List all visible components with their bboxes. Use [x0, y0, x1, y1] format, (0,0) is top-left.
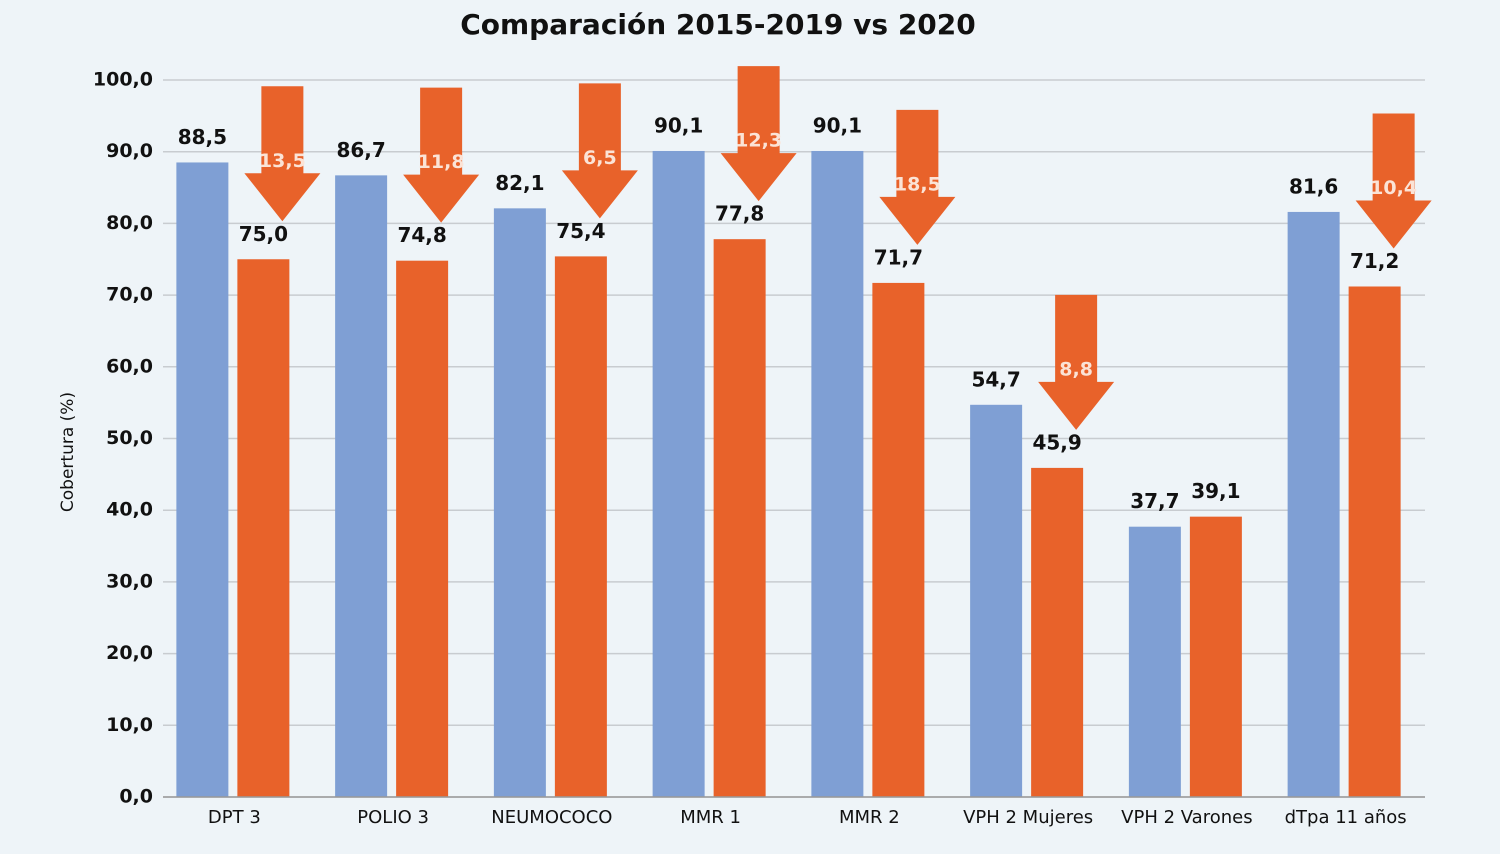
drop-label: 8,8: [1059, 358, 1093, 380]
y-tick-label: 40,0: [106, 499, 153, 521]
drop-arrow: [403, 87, 480, 223]
y-tick-label: 10,0: [106, 714, 153, 736]
y-tick-label: 50,0: [106, 427, 153, 449]
x-tick-label: VPH 2 Varones: [1121, 807, 1252, 828]
y-tick-label: 0,0: [119, 786, 153, 808]
x-tick-label: dTpa 11 años: [1285, 807, 1407, 828]
y-tick-label: 20,0: [106, 642, 153, 664]
bar: [237, 259, 290, 797]
drop-arrow: [1038, 294, 1115, 430]
bar: [396, 260, 449, 798]
x-tick-label: MMR 2: [839, 807, 900, 828]
value-label: 86,7: [336, 138, 385, 162]
bar: [493, 208, 546, 797]
drop-label: 6,5: [583, 147, 617, 169]
value-label: 74,8: [397, 223, 446, 247]
x-tick-label: MMR 1: [680, 807, 741, 828]
drop-arrow: [720, 66, 797, 202]
value-label: 71,7: [874, 245, 923, 269]
value-label: 90,1: [654, 113, 703, 137]
bar: [811, 150, 864, 797]
value-label: 54,7: [971, 367, 1020, 391]
value-label: 45,9: [1032, 430, 1081, 454]
value-label: 75,4: [556, 219, 605, 243]
y-axis-title: Cobertura (%): [58, 392, 78, 512]
bar: [1189, 516, 1242, 797]
bar: [1287, 211, 1340, 798]
chart-title: Comparación 2015-2019 vs 2020: [460, 8, 976, 41]
y-tick-label: 100,0: [93, 69, 153, 91]
bar: [652, 150, 705, 797]
drop-arrow: [561, 83, 638, 219]
bar: [1031, 467, 1084, 797]
drop-label: 10,4: [1370, 177, 1417, 199]
bar: [1128, 526, 1181, 797]
bar: [176, 162, 229, 797]
drop-arrow: [1355, 113, 1432, 249]
bar: [1348, 286, 1401, 797]
bar: [713, 239, 766, 797]
y-tick-label: 90,0: [106, 140, 153, 162]
x-tick-label: DPT 3: [208, 807, 261, 828]
bar: [970, 404, 1023, 797]
value-label: 90,1: [813, 113, 862, 137]
value-label: 75,0: [239, 222, 288, 246]
drop-label: 11,8: [418, 151, 465, 173]
value-label: 71,2: [1350, 249, 1399, 273]
bar: [335, 175, 388, 798]
bar: [554, 256, 607, 798]
y-tick-label: 80,0: [106, 212, 153, 234]
x-tick-label: POLIO 3: [357, 807, 429, 828]
y-tick-label: 70,0: [106, 284, 153, 306]
y-tick-label: 60,0: [106, 355, 153, 377]
drop-label: 18,5: [894, 173, 941, 195]
drop-arrow: [244, 86, 321, 222]
y-tick-label: 30,0: [106, 570, 153, 592]
value-label: 82,1: [495, 171, 544, 195]
value-label: 77,8: [715, 202, 764, 226]
value-label: 81,6: [1289, 174, 1338, 198]
value-label: 37,7: [1130, 489, 1179, 513]
value-label: 39,1: [1191, 479, 1240, 503]
drop-label: 12,3: [735, 130, 782, 152]
value-label: 88,5: [178, 125, 227, 149]
drop-arrow: [879, 109, 956, 245]
bar: [872, 282, 925, 797]
x-tick-label: VPH 2 Mujeres: [963, 807, 1093, 828]
x-tick-label: NEUMOCOCO: [491, 807, 612, 828]
drop-label: 13,5: [259, 150, 306, 172]
